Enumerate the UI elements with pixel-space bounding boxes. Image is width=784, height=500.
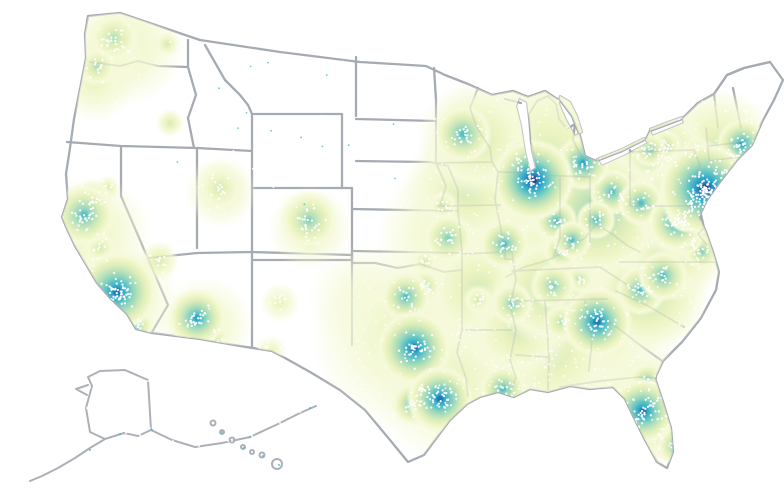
density-blob-denver [279, 190, 339, 250]
density-blob-houston [406, 365, 474, 433]
teal-specks-layer [176, 61, 396, 206]
hawaii-island [209, 419, 217, 427]
density-blob-portland [77, 47, 117, 87]
scatter-dots-layer [70, 24, 755, 465]
state-border-line [712, 60, 772, 96]
density-blob-salt-lake-city [194, 162, 246, 214]
alaska-inset [75, 384, 89, 396]
density-blob-cincinnati [552, 220, 592, 260]
inset-specks-layer [61, 372, 311, 470]
alaska-inset [29, 438, 106, 482]
hawaii-island [258, 451, 266, 459]
inset-outlines-layer [29, 369, 317, 482]
density-heat-layer [62, 13, 778, 468]
state-border-line [203, 43, 254, 116]
density-blob-memphis [490, 282, 534, 326]
hawaii-island [271, 458, 283, 470]
hawaii-island [219, 429, 225, 435]
hawaii-island [228, 436, 236, 444]
density-blob-little-rock [462, 284, 494, 316]
density-blob-kansas-city [422, 212, 474, 264]
hawaii-island [240, 444, 246, 450]
state-border-line [250, 112, 354, 190]
density-blob-boise [156, 109, 184, 137]
density-blob-phoenix [167, 288, 227, 348]
alaska-inset [150, 405, 317, 448]
density-blob-raleigh [637, 250, 689, 302]
density-blob-minneapolis [433, 104, 493, 164]
state-borders-overlay [61, 12, 784, 469]
alaska-inset [85, 369, 152, 440]
hawaii-island [249, 449, 255, 455]
state-border-line [65, 140, 254, 153]
state-border-line [186, 38, 198, 150]
density-blob-spokane [154, 31, 180, 57]
